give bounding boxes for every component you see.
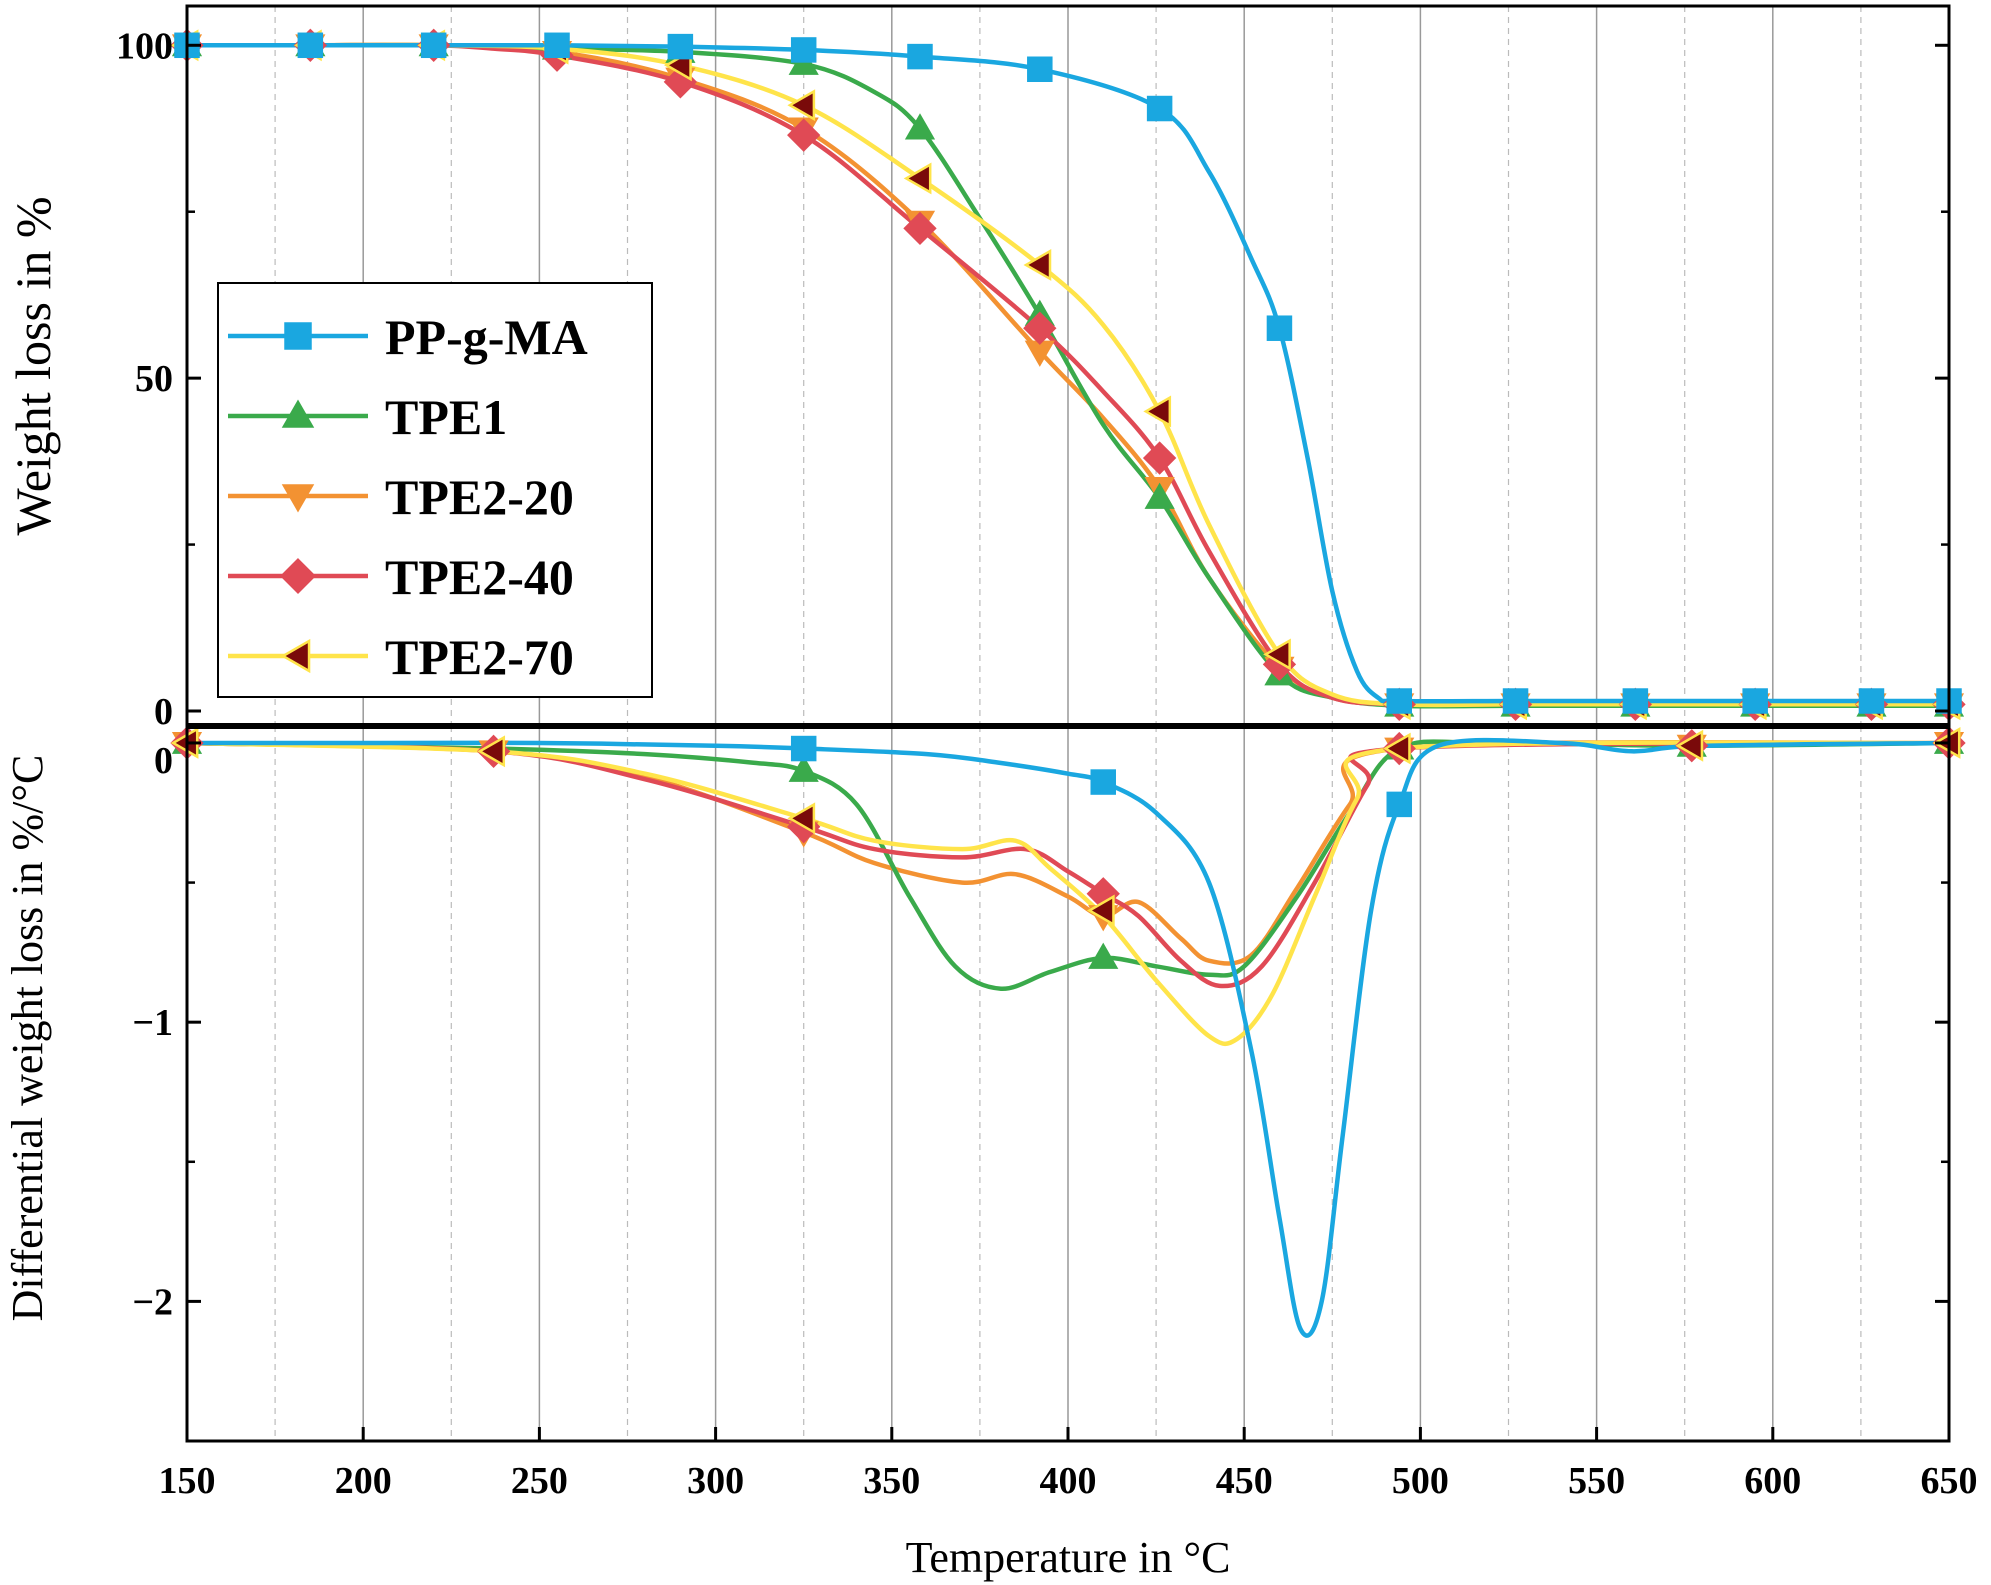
series-line-tpe2-70 <box>186 740 1950 1047</box>
legend-marker-tpe2-70 <box>280 638 311 674</box>
data-point-tpe2-70 <box>1143 395 1172 428</box>
data-point-tpe2-40 <box>787 118 821 152</box>
legend-marker-tpe2-40 <box>280 558 316 594</box>
data-point-pp-g-ma <box>1858 688 1885 714</box>
x-tick-label: 300 <box>687 1460 744 1502</box>
x-tick-label: 600 <box>1744 1460 1801 1502</box>
x-tick-label: 500 <box>1392 1460 1449 1502</box>
x-tick-label: 450 <box>1216 1460 1273 1502</box>
data-point-tpe1 <box>904 113 936 140</box>
top-y-axis-label: Weight loss in % <box>5 196 61 535</box>
data-point-pp-g-ma <box>420 32 447 59</box>
x-tick-label: 550 <box>1568 1460 1625 1502</box>
legend-marker-tpe2-20 <box>281 484 315 513</box>
legend-marker-tpe1 <box>281 399 315 428</box>
top-y-ticks: 0 50 100 <box>116 25 1949 733</box>
y-tick-label: −2 <box>132 1281 173 1323</box>
data-point-pp-g-ma <box>1622 688 1649 714</box>
data-point-tpe2-40 <box>903 211 937 246</box>
data-point-tpe2-70 <box>477 735 506 768</box>
data-point-pp-g-ma <box>1742 688 1768 714</box>
y-tick-label: 0 <box>154 740 173 782</box>
x-axis-label: Temperature in °C <box>906 1533 1231 1582</box>
top-panel-series <box>170 28 1966 722</box>
series-line-pp-g-ma <box>187 42 1949 704</box>
bottom-y-axis-label: Differential weight loss in %/°C <box>3 755 52 1322</box>
data-point-tpe2-40 <box>1023 311 1057 345</box>
data-point-pp-g-ma <box>297 32 324 59</box>
data-point-pp-g-ma <box>1090 769 1116 795</box>
data-point-tpe2-70 <box>1023 249 1052 281</box>
data-point-pp-g-ma <box>544 32 570 59</box>
data-point-pp-g-ma <box>1146 95 1173 122</box>
legend-marker-pp-g-ma <box>284 322 312 350</box>
data-point-tpe1 <box>1088 942 1119 969</box>
data-point-tpe1 <box>1144 482 1175 509</box>
y-tick-label: 0 <box>154 691 173 733</box>
legend-label-tpe2-20: TPE2-20 <box>385 469 574 525</box>
legend-label-tpe2-70: TPE2-70 <box>385 629 574 685</box>
data-point-pp-g-ma <box>1502 688 1529 714</box>
legend-label-tpe2-40: TPE2-40 <box>385 549 574 605</box>
data-point-pp-g-ma <box>790 37 817 63</box>
x-tick-label: 200 <box>335 1460 392 1502</box>
data-point-pp-g-ma <box>1266 315 1293 341</box>
legend-label-pp-g-ma: PP-g-MA <box>385 309 588 365</box>
data-point-tpe2-70 <box>903 162 932 195</box>
data-point-tpe2-70 <box>1675 729 1704 762</box>
data-point-pp-g-ma <box>790 735 817 762</box>
x-tick-label: 250 <box>511 1460 568 1502</box>
data-point-tpe2-40 <box>1142 441 1177 475</box>
data-point-pp-g-ma <box>1027 56 1053 83</box>
x-tick-label: 350 <box>863 1460 920 1502</box>
legend: PP-g-MA TPE1 TPE2-20 TPE2-40 TPE2-70 <box>217 282 653 698</box>
legend-label-tpe1: TPE1 <box>385 389 507 445</box>
x-tick-label: 400 <box>1040 1460 1097 1502</box>
x-tick-label: 150 <box>159 1460 216 1502</box>
series-line-pp-g-ma <box>187 737 1950 1338</box>
data-point-tpe2-70 <box>787 89 816 122</box>
x-tick-label: 650 <box>1921 1460 1978 1502</box>
data-point-pp-g-ma <box>1386 688 1413 714</box>
data-point-tpe1 <box>788 755 819 782</box>
bottom-panel-grid <box>274 726 1862 1441</box>
data-point-tpe2-70 <box>1086 894 1115 927</box>
bottom-panel-series <box>170 726 1966 1338</box>
data-point-pp-g-ma <box>667 33 694 60</box>
x-ticks: 150 200 250 300 350 400 450 500 550 600 650 <box>159 1427 1978 1502</box>
data-point-tpe2-70 <box>1382 732 1411 765</box>
bottom-y-ticks: 0 −1 −2 <box>132 740 1949 1323</box>
data-point-tpe2-70 <box>787 802 816 835</box>
y-tick-label: 100 <box>116 25 173 67</box>
y-tick-label: −1 <box>132 1002 173 1044</box>
data-point-pp-g-ma <box>1386 791 1413 818</box>
y-tick-label: 50 <box>135 358 173 400</box>
data-point-tpe2-70 <box>1263 638 1291 671</box>
data-point-pp-g-ma <box>907 43 933 70</box>
